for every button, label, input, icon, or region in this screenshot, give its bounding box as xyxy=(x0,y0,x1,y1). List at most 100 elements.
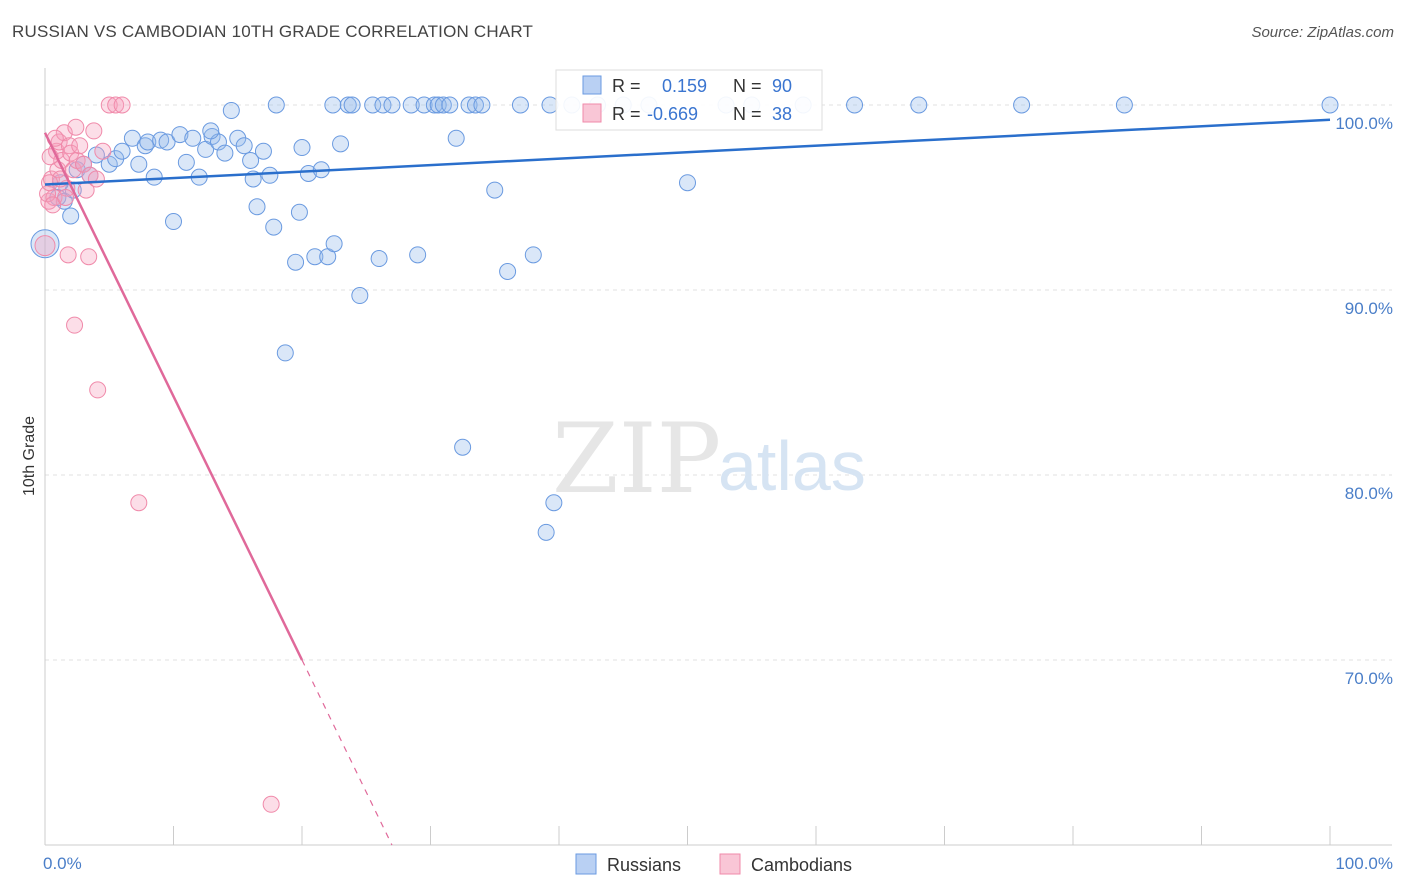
legend-swatch-russians xyxy=(582,75,602,95)
cambodian-point xyxy=(87,170,105,188)
cambodians-trendline-extension xyxy=(301,659,393,846)
x-tick-label: 100.0% xyxy=(1335,854,1393,873)
russian-point xyxy=(165,213,182,231)
russian-point xyxy=(261,166,279,184)
trendlines xyxy=(43,118,1331,846)
russian-point xyxy=(454,438,472,456)
russian-point xyxy=(293,139,311,157)
russian-point xyxy=(447,129,465,147)
watermark: ZIP atlas xyxy=(552,403,866,515)
russian-point xyxy=(332,135,350,153)
russian-point xyxy=(299,164,317,182)
chart-title: RUSSIAN VS CAMBODIAN 10TH GRADE CORRELAT… xyxy=(12,22,534,41)
bottom-legend-swatch-cambodians xyxy=(719,853,741,875)
russian-point xyxy=(158,133,176,151)
russian-point xyxy=(325,235,343,253)
y-tick-label: 90.0% xyxy=(1345,299,1393,318)
russian-point xyxy=(324,96,342,114)
russian-point xyxy=(486,181,504,199)
gridlines xyxy=(45,104,1392,661)
cambodian-point xyxy=(85,122,103,140)
source-credit: Source: ZipAtlas.com xyxy=(1251,24,1394,41)
russian-point xyxy=(343,96,361,114)
russian-point xyxy=(265,218,283,236)
series-cambodians xyxy=(34,96,280,813)
russian-point xyxy=(910,96,928,114)
russian-point xyxy=(460,96,478,114)
x-tick-label: 0.0% xyxy=(43,854,82,873)
cambodian-point xyxy=(66,316,84,334)
cambodians-trendline xyxy=(43,132,304,661)
russian-point xyxy=(171,126,189,144)
russian-point xyxy=(222,102,240,120)
cambodian-point xyxy=(75,155,93,173)
cambodian-point xyxy=(89,381,107,399)
russian-point xyxy=(429,96,447,114)
russian-point xyxy=(425,96,443,114)
cambodian-point xyxy=(100,96,118,114)
cambodian-point xyxy=(57,189,75,206)
russian-point xyxy=(177,153,195,171)
russian-point xyxy=(466,96,484,114)
russian-point xyxy=(242,152,260,169)
russian-point xyxy=(287,253,305,271)
legend-n-value-russians: 90 xyxy=(772,76,792,96)
legend-r-label-cambodians: R = xyxy=(612,104,641,124)
cambodian-point xyxy=(130,494,148,512)
russian-point xyxy=(364,96,382,114)
russian-point xyxy=(216,144,234,162)
russian-point xyxy=(202,122,220,140)
cambodian-point xyxy=(67,118,85,136)
cambodian-point xyxy=(113,96,131,114)
cambodian-point xyxy=(59,246,77,264)
legend-n-label-cambodians: N = xyxy=(733,104,762,124)
cambodian-point xyxy=(34,235,56,257)
russian-point xyxy=(383,96,401,114)
russian-point xyxy=(434,96,452,114)
russian-point xyxy=(62,207,80,225)
russian-point xyxy=(473,96,491,114)
russian-point xyxy=(130,155,148,173)
series-legend: Russians Cambodians xyxy=(575,853,852,875)
tick-labels: 70.0% 80.0% 90.0% 100.0% 0.0% 100.0% xyxy=(43,114,1393,873)
russian-point xyxy=(267,96,285,114)
russian-point xyxy=(524,246,542,264)
russian-point xyxy=(679,174,696,192)
russian-point xyxy=(248,198,266,216)
watermark-zip: ZIP xyxy=(552,403,721,515)
legend-n-label-russians: N = xyxy=(733,76,762,96)
legend-n-value-cambodians: 38 xyxy=(772,104,792,124)
russian-point xyxy=(370,250,388,268)
russian-point xyxy=(1115,96,1133,114)
bottom-legend-cambodians: Cambodians xyxy=(751,855,852,875)
russian-point xyxy=(499,263,517,280)
legend-r-label-russians: R = xyxy=(612,76,641,96)
y-tick-label: 80.0% xyxy=(1345,484,1393,503)
y-axis-label: 10th Grade xyxy=(21,416,38,496)
legend-swatch-cambodians xyxy=(582,103,602,123)
russian-point xyxy=(184,129,202,147)
russian-point xyxy=(290,203,308,221)
russian-point xyxy=(374,96,392,114)
russian-point xyxy=(152,131,170,149)
legend-r-value-russians: 0.159 xyxy=(662,76,707,96)
russian-point xyxy=(30,229,60,259)
russian-point xyxy=(402,96,420,114)
russian-point xyxy=(145,168,163,186)
russian-point xyxy=(276,344,294,362)
russian-point xyxy=(339,96,357,114)
russian-point xyxy=(846,96,864,114)
russian-point xyxy=(139,133,157,151)
russian-point xyxy=(1013,96,1031,114)
russian-point xyxy=(306,248,324,266)
russian-point xyxy=(235,137,253,155)
axes xyxy=(44,68,1392,846)
cambodian-point xyxy=(262,795,280,813)
russian-point xyxy=(511,96,529,114)
bottom-legend-swatch-russians xyxy=(575,853,597,875)
russian-point xyxy=(537,523,555,541)
russian-point xyxy=(113,142,131,160)
cambodian-point xyxy=(40,174,58,192)
cambodian-point xyxy=(64,161,82,179)
